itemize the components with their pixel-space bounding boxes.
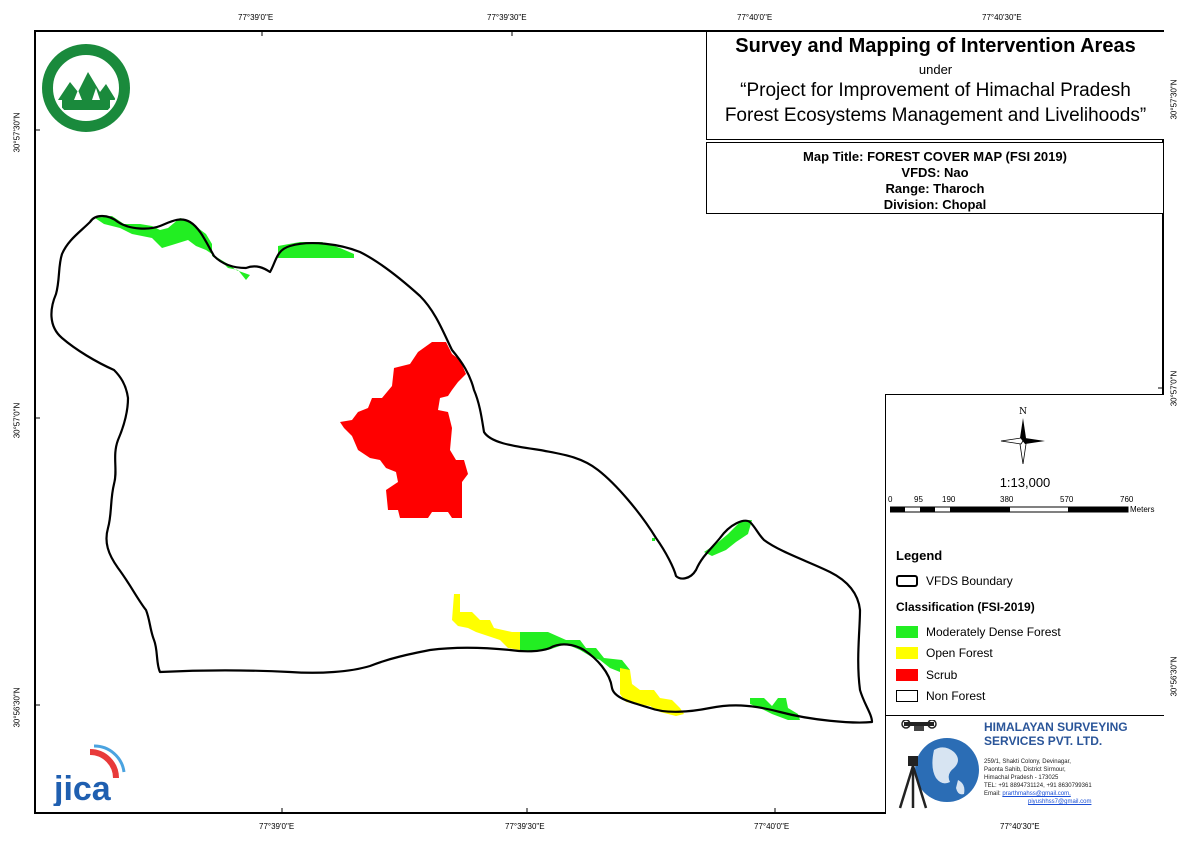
bottom-coord-label: 77°40'30"E	[1000, 822, 1040, 831]
title-block: Survey and Mapping of Intervention Areas…	[706, 32, 1164, 140]
left-coord-label: 30°56'30"N	[12, 687, 22, 728]
legend-label: Scrub	[926, 668, 958, 682]
scale-bar	[890, 506, 1129, 513]
right-coord-label: 30°56'30"N	[1169, 656, 1179, 697]
left-coord-label: 30°57'30"N	[12, 112, 22, 153]
email-link[interactable]: piyushhss7@gmail.com	[1028, 799, 1092, 805]
mdf-patch-east	[704, 520, 752, 556]
non-forest-swatch	[896, 690, 918, 702]
mdf-patch-north-west	[95, 216, 250, 280]
scale-tick-label: 760	[1120, 495, 1134, 504]
company-name: HIMALAYAN SURVEYING SERVICES PVT. LTD.	[984, 720, 1128, 748]
left-coord-label: 30°57'0"N	[12, 402, 22, 439]
bottom-coord-label: 77°39'0"E	[259, 822, 295, 831]
scale-ratio: 1:13,000	[999, 475, 1051, 490]
legend-row-open-forest: Open Forest	[896, 646, 993, 660]
bottom-coord-label: 77°40'0"E	[754, 822, 790, 831]
mdf-patch-north-center	[278, 242, 354, 258]
legend-label: Moderately Dense Forest	[926, 625, 1061, 639]
legend-label: Non Forest	[926, 689, 986, 703]
top-coord-label: 77°40'0"E	[737, 13, 773, 22]
map-title: Map Title: FOREST COVER MAP (FSI 2019)	[803, 149, 1067, 164]
bottom-coord-label: 77°39'30"E	[505, 822, 545, 831]
legend-row-scrub: Scrub	[896, 668, 957, 682]
legend-label: VFDS Boundary	[926, 574, 1013, 588]
scale-tick-label: 380	[1000, 495, 1014, 504]
company-block: HIMALAYAN SURVEYING SERVICES PVT. LTD. 2…	[886, 715, 1164, 816]
legend-row-mdf: Moderately Dense Forest	[896, 625, 1061, 639]
open-forest-patches	[452, 594, 684, 716]
scale-tick-label: 570	[1060, 495, 1074, 504]
title-under: under	[918, 62, 953, 77]
classification-title: Classification (FSI-2019)	[896, 600, 1035, 614]
north-arrow-icon: N	[1000, 407, 1045, 465]
division-name: Division: Chopal	[883, 197, 987, 212]
jica-wordmark: jica	[53, 770, 112, 806]
company-name-line-2: SERVICES PVT. LTD.	[984, 734, 1103, 748]
legend-row-boundary: VFDS Boundary	[896, 574, 1013, 588]
vfds-boundary	[50, 214, 874, 724]
legend-row-non-forest: Non Forest	[896, 689, 985, 703]
address-line: Paonta Sahib, District Sirmour,	[984, 767, 1066, 773]
scrub-swatch	[896, 669, 918, 681]
open-forest-swatch	[896, 647, 918, 659]
scrub-patches	[340, 342, 468, 518]
mdf-swatch	[896, 626, 918, 638]
email-link[interactable]: prarthmahss@gmail.com,	[1002, 791, 1071, 797]
mdf-patch-south-center	[520, 632, 630, 696]
mdf-dot	[652, 538, 655, 541]
top-coord-label: 77°39'0"E	[238, 13, 274, 22]
mdf-patch-south-east	[750, 698, 800, 720]
boundary-swatch	[896, 575, 918, 587]
range-name: Range: Tharoch	[885, 181, 985, 196]
scale-tick-label: 0	[888, 495, 893, 504]
scale-tick-label: 95	[914, 495, 923, 504]
top-coord-label: 77°39'30"E	[487, 13, 527, 22]
forest-department-seal-logo	[42, 44, 130, 132]
right-coord-label: 30°57'30"N	[1169, 79, 1179, 120]
scale-unit: Meters	[1130, 505, 1155, 514]
project-line-1: “Project for Improvement of Himachal Pra…	[740, 80, 1131, 101]
address-line: Himachal Pradesh - 173025	[984, 775, 1059, 781]
legend-title: Legend	[896, 548, 943, 563]
north-label: N	[1019, 407, 1027, 417]
right-coord-label: 30°57'0"N	[1169, 370, 1179, 407]
project-line-2: Forest Ecosystems Management and Livelih…	[724, 105, 1147, 126]
map-info-block: Map Title: FOREST COVER MAP (FSI 2019) V…	[706, 142, 1164, 214]
company-name-line-1: HIMALAYAN SURVEYING	[984, 720, 1128, 734]
top-coord-label: 77°40'30"E	[982, 13, 1022, 22]
main-title: Survey and Mapping of Intervention Areas	[735, 35, 1136, 57]
company-phone: TEL: +91 8894731124, +91 8630799361	[984, 783, 1092, 789]
legend-label: Open Forest	[926, 646, 993, 660]
company-address: 259/1, Shakti Colony, Devinagar, Paonta …	[984, 758, 1092, 806]
jica-logo: jica	[53, 744, 126, 806]
scrub-patch-central	[340, 342, 468, 518]
vfds-name: VFDS: Nao	[901, 165, 969, 180]
address-line: 259/1, Shakti Colony, Devinagar,	[984, 759, 1071, 765]
legend-panel: N 1:13,000 0 95 190 380 570 760 Meters L…	[885, 394, 1164, 814]
map-canvas[interactable]	[36, 32, 1162, 812]
email-label: Email:	[984, 791, 1001, 797]
scale-tick-label: 190	[942, 495, 956, 504]
open-forest-patch-south	[452, 594, 520, 650]
surveyor-globe-drone-icon	[898, 720, 979, 809]
